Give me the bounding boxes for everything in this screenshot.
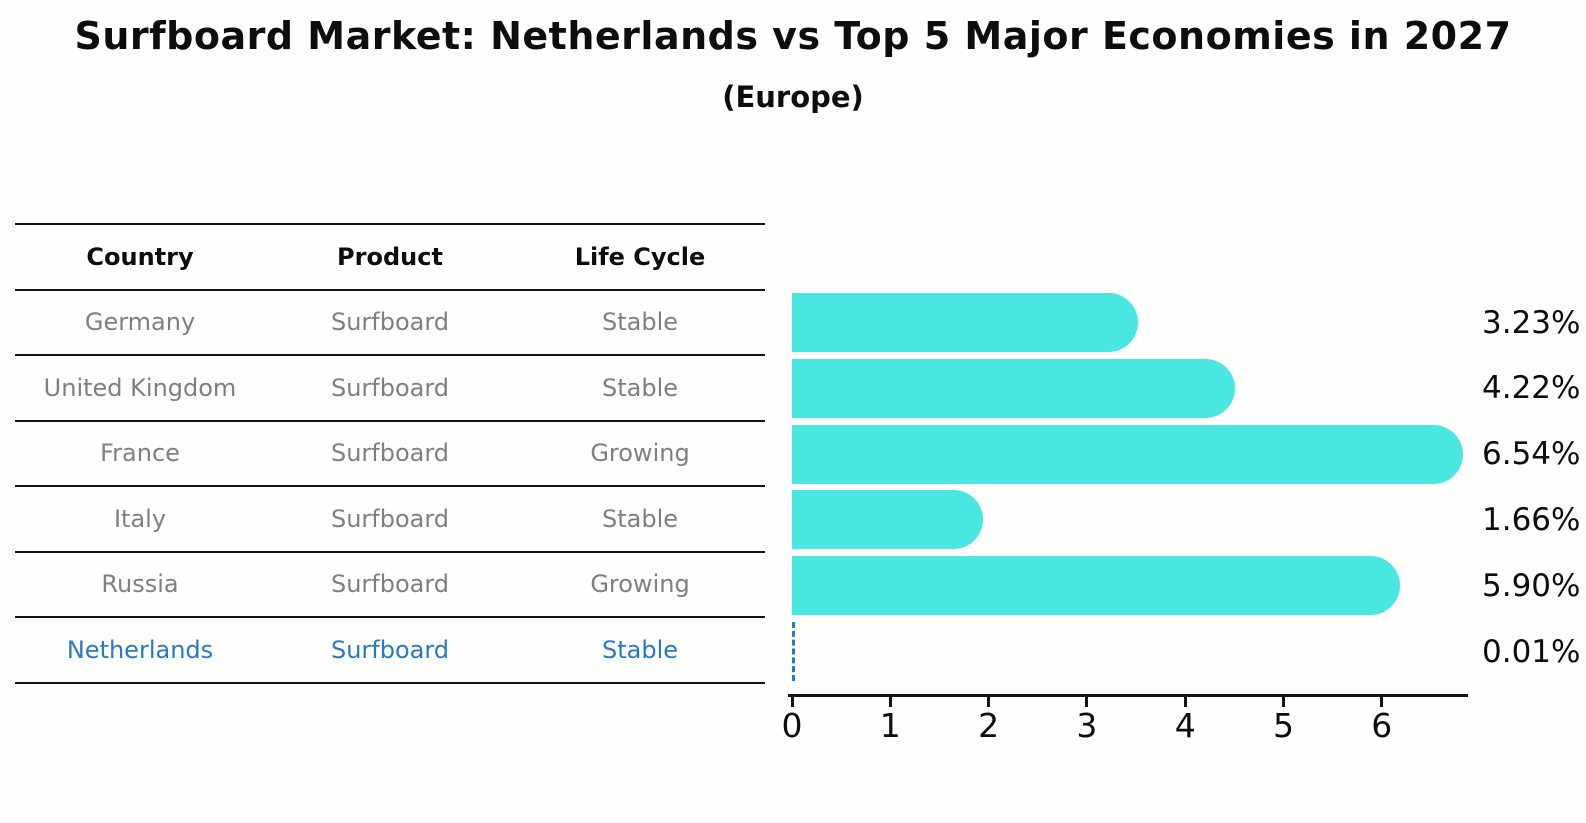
x-axis-tick <box>1380 696 1384 707</box>
cell-country: Italy <box>113 504 167 533</box>
x-axis-tick-label: 1 <box>879 706 901 745</box>
x-axis-tick-label: 6 <box>1371 706 1393 745</box>
table-header-row: Country Product Life Cycle <box>15 225 765 291</box>
x-axis-tick-label: 2 <box>978 706 1000 745</box>
col-header-lifecycle: Life Cycle <box>574 242 706 271</box>
x-axis-tick <box>888 696 892 707</box>
x-axis-line <box>788 694 1468 697</box>
cell-product: Surfboard <box>330 439 450 468</box>
chart-title: Surfboard Market: Netherlands vs Top 5 M… <box>74 14 1512 58</box>
chart-subtitle: (Europe) <box>722 80 864 114</box>
cell-country: France <box>100 439 180 468</box>
value-label: 5.90% <box>1482 567 1581 604</box>
cell-lifecycle: Stable <box>601 308 679 337</box>
cell-country: Russia <box>101 570 179 599</box>
value-label: 0.01% <box>1482 633 1581 670</box>
cell-lifecycle: Stable <box>601 373 679 402</box>
value-label: 1.66% <box>1482 501 1581 538</box>
cell-product: Surfboard <box>330 373 450 402</box>
x-axis-tick-label: 0 <box>781 706 803 745</box>
cell-product: Surfboard <box>330 570 450 599</box>
bar-russia <box>792 556 1400 616</box>
cell-lifecycle: Growing <box>590 570 690 599</box>
table-row-france: France Surfboard Growing <box>15 422 765 487</box>
cell-product: Surfboard <box>330 308 450 337</box>
bar-italy <box>792 490 984 550</box>
x-axis-tick <box>1085 696 1089 707</box>
bar-france <box>792 424 1463 484</box>
cell-product: Surfboard <box>330 635 450 664</box>
x-axis-tick-label: 4 <box>1174 706 1196 745</box>
cell-country: United Kingdom <box>43 373 237 402</box>
x-axis-tick <box>1282 696 1285 707</box>
bar-netherlands-dashed <box>792 622 795 681</box>
bar-germany <box>792 293 1138 352</box>
value-label: 3.23% <box>1482 304 1581 341</box>
x-axis-tick <box>1183 696 1187 707</box>
x-axis-tick <box>790 696 794 707</box>
x-axis-tick-label: 5 <box>1273 706 1294 745</box>
value-label: 4.22% <box>1482 370 1581 407</box>
table-row-united-kingdom: United Kingdom Surfboard Stable <box>15 356 765 422</box>
cell-lifecycle: Growing <box>590 439 690 468</box>
table-row-germany: Germany Surfboard Stable <box>15 291 765 356</box>
col-header-product: Product <box>337 242 443 271</box>
x-axis-tick <box>987 696 991 707</box>
col-header-country: Country <box>86 242 194 271</box>
cell-lifecycle: Stable <box>601 504 679 533</box>
cell-country: Netherlands <box>66 635 214 664</box>
cell-lifecycle: Stable <box>601 635 679 664</box>
x-axis-tick-label: 3 <box>1076 706 1098 745</box>
cell-country: Germany <box>84 308 196 337</box>
bar-united-kingdom <box>792 358 1235 418</box>
table-row-russia: Russia Surfboard Growing <box>15 553 765 618</box>
value-label: 6.54% <box>1482 436 1581 473</box>
country-table: Country Product Life Cycle Germany Surfb… <box>15 223 765 684</box>
table-row-netherlands-highlighted: Netherlands Surfboard Stable <box>15 618 765 684</box>
table-row-italy: Italy Surfboard Stable <box>15 487 765 553</box>
cell-product: Surfboard <box>330 504 450 533</box>
